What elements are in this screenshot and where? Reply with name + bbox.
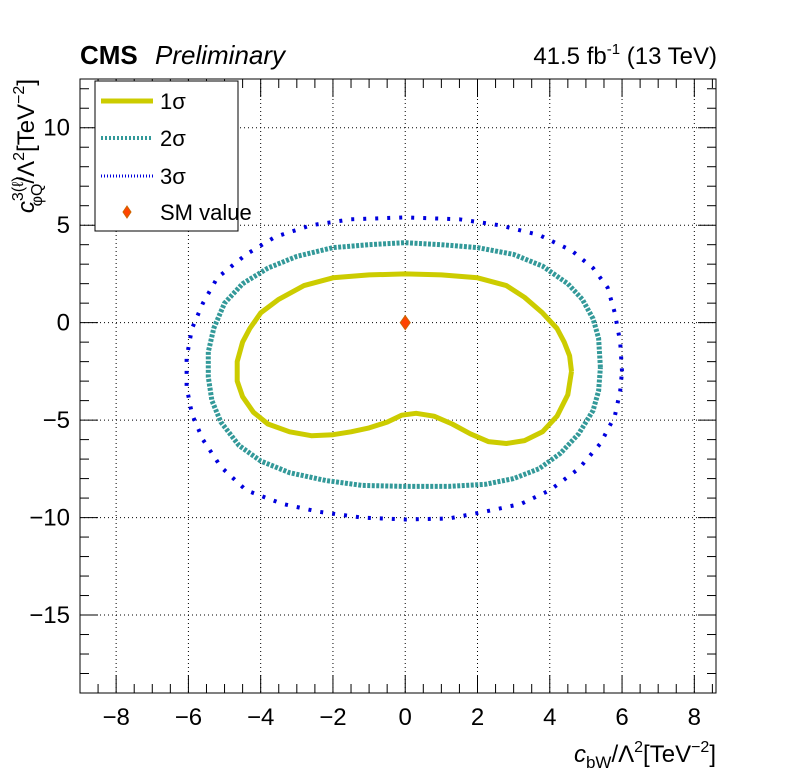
experiment-label: CMS	[80, 40, 138, 70]
lumi-label: 41.5 fb-1 (13 TeV)	[533, 41, 717, 70]
y-axis-title: c3(ℓ) φQ/Λ2[TeV−2]	[10, 79, 46, 213]
y-axis-title-group: c3(ℓ) φQ/Λ2[TeV−2]	[10, 79, 46, 213]
lumi-exponent: -1	[607, 41, 620, 58]
cms-label: CMS Preliminary	[80, 40, 287, 70]
contour-1sigma	[234, 271, 574, 446]
y-tick-label: 10	[43, 115, 70, 142]
legend-2sigma-label: 2σ	[160, 126, 186, 151]
x-tick-label: 0	[399, 704, 412, 731]
legend: 1σ 2σ 3σ SM value	[94, 80, 252, 232]
sm-marker	[399, 314, 411, 331]
lumi-value: 41.5 fb	[533, 43, 606, 70]
tick-labels: −8 −6 −4 −2 0 2 4 6 8 10 5 0 −5 −10 −15	[29, 115, 701, 731]
legend-box	[94, 80, 239, 232]
x-axis-title: cbW/Λ2[TeV−2]	[574, 739, 716, 772]
x-tick-label: 2	[471, 704, 484, 731]
legend-sm-swatch	[122, 205, 132, 219]
contour-3sigma	[184, 215, 624, 522]
contour-series	[184, 215, 624, 522]
x-tick-label: 8	[688, 704, 701, 731]
x-tick-label: 4	[543, 704, 556, 731]
x-tick-label: −2	[319, 704, 346, 731]
sm-marker-layer	[399, 314, 411, 331]
legend-1sigma-label: 1σ	[160, 89, 186, 114]
y-tick-label: 0	[57, 310, 70, 337]
x-tick-label: 6	[615, 704, 628, 731]
x-tick-label: −6	[175, 704, 202, 731]
plot-frame	[79, 78, 717, 694]
legend-sm-label: SM value	[160, 200, 252, 225]
x-tick-label: −4	[247, 704, 274, 731]
legend-3sigma-label: 3σ	[160, 164, 186, 189]
y-tick-label: −15	[29, 602, 70, 629]
energy-label: (13 TeV)	[620, 43, 717, 70]
y-tick-label: −5	[43, 407, 70, 434]
y-tick-label: −10	[29, 505, 70, 532]
x-tick-label: −8	[102, 704, 129, 731]
contour-2sigma	[205, 240, 603, 489]
y-tick-label: 5	[57, 212, 70, 239]
status-label: Preliminary	[155, 40, 287, 70]
